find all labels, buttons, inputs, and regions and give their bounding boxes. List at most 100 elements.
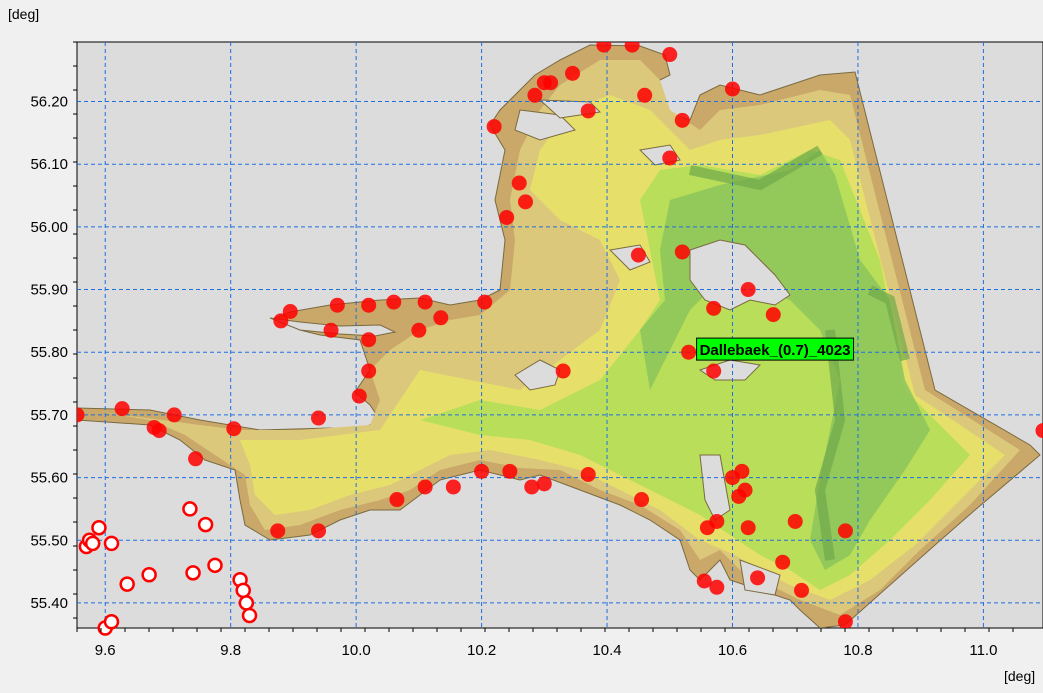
station-marker[interactable] bbox=[486, 119, 502, 135]
station-marker-open[interactable] bbox=[185, 565, 201, 581]
station-marker-open[interactable] bbox=[141, 566, 157, 583]
station-marker[interactable] bbox=[361, 332, 377, 348]
station-label-text: Dallebaek_(0.7)_4023 bbox=[700, 342, 851, 359]
station-marker[interactable] bbox=[580, 103, 596, 119]
station-marker[interactable] bbox=[226, 421, 242, 437]
island-h bbox=[699, 454, 731, 521]
station-marker[interactable] bbox=[282, 303, 298, 319]
station-marker[interactable] bbox=[433, 310, 449, 326]
station-marker[interactable] bbox=[411, 322, 427, 338]
station-marker-open[interactable] bbox=[103, 535, 120, 552]
station-marker[interactable] bbox=[634, 492, 650, 508]
station-marker[interactable] bbox=[580, 466, 596, 482]
station-marker-open[interactable] bbox=[235, 582, 251, 599]
station-marker[interactable] bbox=[114, 401, 130, 417]
station-marker[interactable] bbox=[417, 294, 433, 310]
station-marker[interactable] bbox=[499, 209, 515, 225]
station-marker[interactable] bbox=[386, 294, 402, 310]
station-marker[interactable] bbox=[511, 175, 527, 191]
station-marker[interactable] bbox=[351, 388, 367, 404]
station-marker-open[interactable] bbox=[241, 607, 258, 624]
station-marker[interactable] bbox=[323, 322, 339, 338]
station-marker-open[interactable] bbox=[197, 516, 214, 533]
station-marker[interactable] bbox=[775, 554, 791, 570]
station-marker[interactable] bbox=[474, 463, 490, 479]
x-tick-label: 10.2 bbox=[467, 642, 496, 659]
station-marker[interactable] bbox=[543, 75, 559, 91]
station-marker[interactable] bbox=[361, 363, 377, 379]
station-marker[interactable] bbox=[188, 451, 204, 467]
station-marker[interactable] bbox=[536, 476, 552, 492]
station-marker[interactable] bbox=[734, 463, 750, 479]
station-marker-open[interactable] bbox=[103, 613, 120, 630]
station-marker[interactable] bbox=[329, 297, 345, 313]
station-marker-open[interactable] bbox=[238, 595, 255, 611]
station-marker[interactable] bbox=[837, 614, 853, 629]
station-marker[interactable] bbox=[555, 363, 571, 379]
station-marker[interactable] bbox=[787, 513, 803, 529]
x-axis-unit-label: [deg] bbox=[1004, 668, 1036, 684]
station-marker[interactable] bbox=[445, 479, 461, 495]
station-marker[interactable] bbox=[477, 294, 493, 310]
water-body bbox=[77, 44, 1041, 628]
station-marker[interactable] bbox=[361, 297, 377, 313]
station-marker[interactable] bbox=[311, 410, 326, 426]
station-marker[interactable] bbox=[740, 282, 756, 298]
y-tick-label: 55.60 bbox=[30, 470, 68, 487]
station-marker[interactable] bbox=[624, 38, 640, 53]
station-marker[interactable] bbox=[681, 344, 697, 360]
station-marker[interactable] bbox=[630, 247, 646, 263]
station-marker[interactable] bbox=[765, 307, 781, 323]
station-marker[interactable] bbox=[737, 482, 753, 498]
station-marker[interactable] bbox=[565, 65, 581, 81]
station-marker[interactable] bbox=[273, 313, 289, 329]
station-marker[interactable] bbox=[518, 194, 533, 210]
station-marker[interactable] bbox=[674, 244, 690, 260]
x-tick-label: 9.6 bbox=[95, 642, 116, 659]
x-tick-label: 11.0 bbox=[969, 642, 997, 659]
station-marker[interactable] bbox=[725, 81, 740, 97]
station-marker[interactable] bbox=[1035, 423, 1043, 439]
y-tick-label: 56.00 bbox=[30, 219, 68, 236]
station-marker[interactable] bbox=[524, 479, 540, 495]
station-marker[interactable] bbox=[637, 87, 653, 103]
station-label-box bbox=[696, 337, 855, 361]
station-marker-open[interactable] bbox=[91, 519, 107, 536]
water-channel-dark bbox=[688, 145, 910, 561]
station-marker[interactable] bbox=[70, 407, 85, 423]
filled-station-markers[interactable] bbox=[70, 38, 1043, 630]
station-marker[interactable] bbox=[740, 520, 756, 536]
station-marker[interactable] bbox=[311, 523, 326, 539]
y-tick-label: 55.40 bbox=[30, 595, 68, 612]
station-marker[interactable] bbox=[166, 407, 182, 423]
open-station-markers[interactable] bbox=[78, 501, 258, 636]
station-marker[interactable] bbox=[662, 47, 678, 63]
station-marker[interactable] bbox=[674, 112, 690, 128]
station-marker[interactable] bbox=[151, 423, 167, 439]
station-marker[interactable] bbox=[502, 463, 518, 479]
x-tick-label: 9.8 bbox=[220, 642, 241, 659]
station-marker[interactable] bbox=[706, 363, 722, 379]
station-marker[interactable] bbox=[750, 570, 766, 586]
station-marker[interactable] bbox=[527, 87, 543, 103]
station-marker-open[interactable] bbox=[84, 535, 101, 552]
station-marker[interactable] bbox=[837, 523, 853, 539]
station-marker[interactable] bbox=[709, 579, 725, 595]
station-marker[interactable] bbox=[709, 513, 725, 529]
station-label[interactable]: Dallebaek_(0.7)_4023 bbox=[696, 337, 855, 361]
station-marker[interactable] bbox=[417, 479, 433, 495]
station-marker[interactable] bbox=[662, 150, 678, 166]
station-marker[interactable] bbox=[596, 38, 612, 53]
station-marker-open[interactable] bbox=[182, 501, 198, 517]
station-marker[interactable] bbox=[270, 523, 286, 539]
station-marker-open[interactable] bbox=[119, 576, 135, 592]
station-marker[interactable] bbox=[696, 573, 712, 589]
station-marker[interactable] bbox=[794, 582, 809, 598]
station-marker[interactable] bbox=[706, 300, 722, 316]
gridlines bbox=[77, 42, 1043, 628]
station-marker[interactable] bbox=[389, 492, 405, 508]
x-tick-label: 10.8 bbox=[843, 642, 872, 659]
station-marker-open[interactable] bbox=[207, 557, 223, 574]
x-tick-labels: 9.6 9.8 10.0 10.2 10.4 10.6 10.8 11.0 bbox=[76, 628, 1014, 659]
